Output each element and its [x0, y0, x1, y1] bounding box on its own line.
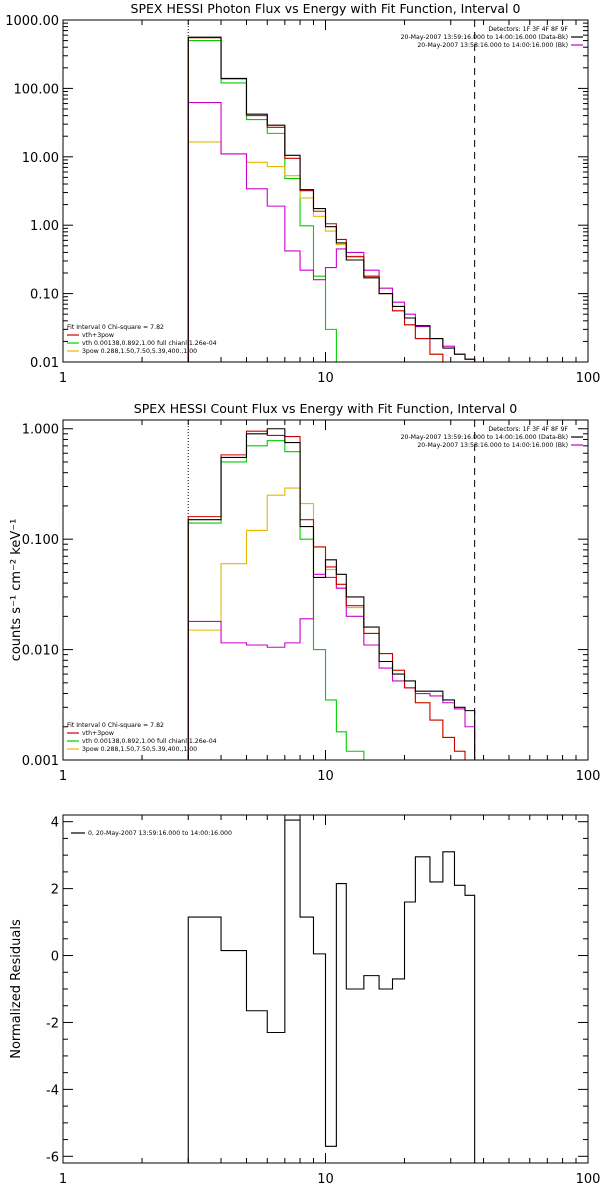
y-tick-label: 1000.00 [5, 14, 59, 29]
y-tick-label: -6 [46, 1150, 59, 1165]
legend-top-item: Detectors: 1F 3F 4F 8F 9F [488, 26, 568, 33]
series-line-4 [187, 141, 476, 362]
series-line-0 [187, 819, 476, 1163]
legend-bottom-item: Fit Interval 0 Chi-square = 7.82 [67, 722, 164, 729]
y-tick-label: 2 [51, 883, 59, 898]
y-tick-label: 4 [51, 816, 59, 831]
y-tick-label: 1.00 [30, 219, 59, 234]
x-tick-label: 1 [59, 371, 67, 386]
plot-area [187, 20, 476, 362]
x-tick-label: 100 [576, 1172, 600, 1187]
chart-panel-3: Normalized Residuals 1 10 100 -6 -4 -2 0 2 4 0, 20… [9, 814, 600, 1187]
series-line-0 [187, 428, 476, 760]
x-tick-label: 10 [317, 1172, 334, 1187]
legend-item: 0, 20-May-2007 13:59:16.000 to 14:00:16.… [88, 830, 232, 837]
series-line-4 [187, 487, 476, 760]
y-tick-label: -2 [46, 1016, 59, 1031]
series-line-2 [187, 37, 476, 362]
x-tick-label: 1 [59, 1172, 67, 1187]
plot-area [187, 420, 476, 760]
series-line-3 [187, 440, 476, 760]
y-tick-label: 0.10 [30, 288, 59, 303]
series-line-3 [187, 40, 476, 362]
y-tick-label: 0.001 [22, 754, 59, 769]
chart-panel-1: SPEX HESSI Photon Flux vs Energy with Fi… [5, 1, 600, 386]
legend-bottom-item: 3pow 0.288,1.50,7.50,5.39,400.,1.00 [82, 348, 197, 355]
legend-top-item: 20-May-2007 13:58:16.000 to 14:00:16.000… [417, 42, 568, 49]
y-axis-label: Normalized Residuals [9, 919, 24, 1059]
legend-top-item: 20-May-2007 13:59:16.000 to 14:00:16.000… [401, 34, 568, 41]
plot-frame [62, 419, 589, 761]
chart-title: SPEX HESSI Photon Flux vs Energy with Fi… [131, 1, 521, 16]
y-axis-label: counts s⁻¹ cm⁻² keV⁻¹ [9, 519, 24, 662]
y-tick-label: 0 [51, 950, 59, 965]
chart-title: SPEX HESSI Count Flux vs Energy with Fit… [134, 401, 517, 416]
series-line-0 [187, 36, 476, 362]
y-tick-label: 100.00 [14, 82, 60, 97]
legend-bottom-item: vth+3pow [82, 730, 114, 737]
legend-top-item: 20-May-2007 13:58:16.000 to 14:00:16.000… [417, 442, 568, 449]
y-tick-label: 10.00 [22, 151, 59, 166]
legend-bottom-item: vth 0.00138,0.892,1.00 full chianl 1.26e… [82, 340, 217, 347]
plot-area [187, 819, 476, 1163]
legend-bottom-item: vth 0.00138,0.892,1.00 full chianl 1.26e… [82, 738, 217, 745]
y-tick-label: 0.01 [30, 356, 59, 371]
legend-bottom-item: 3pow 0.288,1.50,7.50,5.39,400.,1.00 [82, 746, 197, 753]
x-tick-label: 10 [317, 769, 334, 784]
series-line-2 [187, 430, 476, 760]
y-tick-label: 1.000 [22, 423, 59, 438]
legend-bottom-item: Fit Interval 0 Chi-square = 7.82 [67, 324, 164, 331]
chart-panel-2: SPEX HESSI Count Flux vs Energy with Fit… [9, 401, 600, 784]
series-line-1 [187, 573, 476, 760]
legend-bottom-item: vth+3pow [82, 332, 114, 339]
legend-top-item: 20-May-2007 13:59:16.000 to 14:00:16.000… [401, 434, 568, 441]
x-tick-label: 100 [576, 769, 600, 784]
y-tick-label: 0.100 [22, 533, 59, 548]
x-tick-label: 100 [576, 371, 600, 386]
x-tick-label: 10 [317, 371, 334, 386]
y-tick-label: 0.010 [22, 644, 59, 659]
series-line-1 [187, 102, 476, 362]
y-tick-label: -4 [46, 1083, 59, 1098]
x-tick-label: 1 [59, 769, 67, 784]
legend-top-item: Detectors: 1F 3F 4F 8F 9F [488, 426, 568, 433]
